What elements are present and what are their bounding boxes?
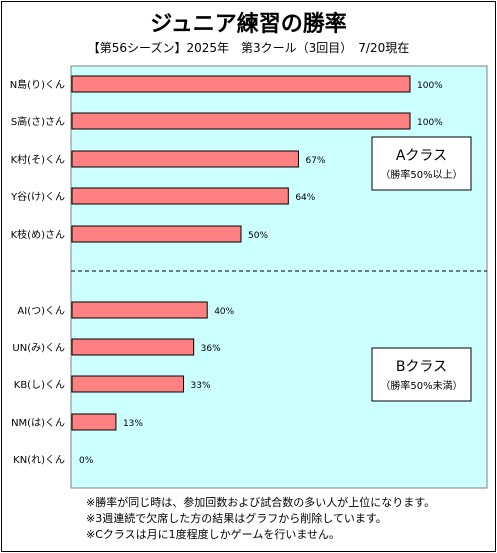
class-name: Aクラス	[396, 148, 447, 164]
bar	[71, 187, 289, 205]
data-label: 13%	[123, 419, 143, 429]
category-label: UN(み)くん	[12, 342, 65, 354]
data-label: 100%	[417, 81, 443, 91]
bar	[71, 75, 411, 93]
footnote-2: ※3週連続で欠席した方の結果はグラフから削除しています。	[86, 512, 387, 525]
bar	[71, 413, 117, 431]
chart-subtitle: 【第56シーズン】2025年 第3クール（3回目） 7/20現在	[87, 41, 410, 55]
bar	[71, 112, 411, 130]
category-label: S高(さ)さん	[11, 115, 65, 128]
footnote-3: ※Cクラスは月に1度程度しかゲームを行いません。	[86, 528, 341, 541]
data-label: 36%	[201, 344, 221, 354]
class-note: （勝率50%以上）	[380, 168, 462, 181]
category-label: N島(り)くん	[10, 78, 65, 91]
bar	[71, 225, 242, 243]
footnotes: ※勝率が同じ時は、参加回数および試合数の多い人が上位になります。 ※3週連続で欠…	[86, 495, 486, 543]
data-label: 50%	[248, 231, 268, 241]
data-label: 67%	[305, 156, 325, 166]
footnote-1: ※勝率が同じ時は、参加回数および試合数の多い人が上位になります。	[86, 496, 436, 509]
data-label: 40%	[214, 307, 234, 317]
data-label: 100%	[417, 118, 443, 128]
class-legend-box	[371, 136, 472, 191]
class-note: （勝率50%未満）	[380, 379, 462, 392]
chart-title: ジュニア練習の勝率	[150, 12, 347, 37]
data-label: 0%	[79, 456, 94, 466]
data-label: 64%	[295, 193, 315, 203]
bar	[71, 338, 195, 356]
bar	[71, 301, 208, 319]
category-label: KN(れ)くん	[13, 454, 65, 466]
data-label: 33%	[191, 381, 211, 391]
category-label: AI(つ)くん	[17, 305, 65, 317]
category-label: Y谷(け)くん	[10, 191, 65, 203]
bar	[71, 375, 185, 393]
class-name: Bクラス	[396, 359, 447, 375]
category-label: NM(は)くん	[11, 417, 65, 429]
class-legend-box	[371, 347, 472, 402]
category-label: K村(そ)くん	[11, 153, 65, 166]
bar	[71, 150, 299, 168]
category-label: KB(し)くん	[14, 379, 65, 391]
category-label: K枝(め)さん	[11, 228, 65, 241]
plot-area	[70, 65, 488, 489]
